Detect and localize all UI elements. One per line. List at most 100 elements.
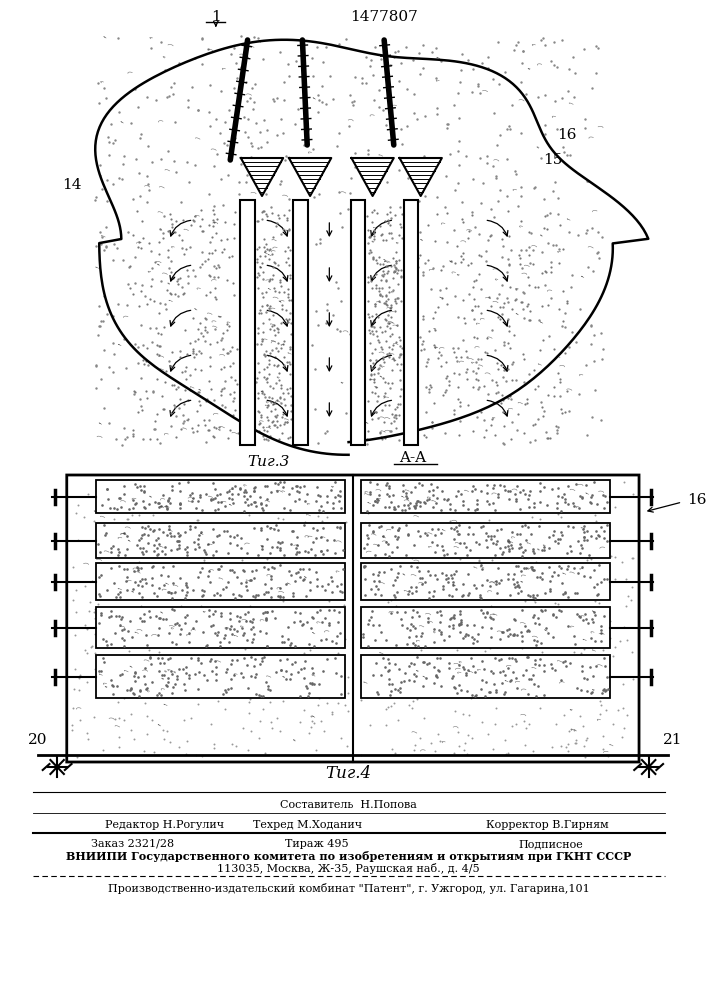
Point [330, 665, 341, 681]
Point [205, 716, 216, 732]
Point [262, 241, 273, 257]
Point [320, 501, 331, 517]
Point [284, 257, 295, 273]
Point [551, 121, 563, 137]
Point [520, 86, 532, 102]
Point [164, 285, 175, 301]
Point [250, 115, 262, 131]
Point [375, 287, 386, 303]
Point [370, 582, 381, 598]
Point [373, 537, 384, 553]
Point [462, 501, 474, 517]
Point [175, 483, 186, 499]
Point [188, 349, 199, 365]
Point [160, 363, 171, 379]
Point [388, 263, 399, 279]
Point [534, 651, 546, 667]
Point [415, 730, 426, 746]
Point [450, 519, 462, 535]
Point [272, 534, 284, 550]
Point [248, 494, 259, 510]
Point [378, 683, 390, 699]
Point [334, 493, 345, 509]
Point [192, 619, 204, 635]
Point [491, 522, 503, 538]
Point [548, 606, 559, 622]
Point [563, 339, 575, 355]
Point [300, 678, 312, 694]
Point [274, 535, 286, 551]
Point [106, 672, 117, 688]
Point [175, 270, 186, 286]
Point [273, 484, 284, 500]
Point [243, 742, 254, 758]
Point [243, 497, 254, 513]
Point [593, 557, 604, 573]
Text: Заказ 2321/28: Заказ 2321/28 [90, 839, 174, 849]
Point [209, 521, 220, 537]
Point [163, 518, 174, 534]
Point [294, 613, 305, 629]
Point [486, 577, 498, 593]
Point [149, 568, 160, 584]
Point [203, 41, 214, 57]
Point [423, 625, 435, 641]
Point [507, 627, 518, 643]
Point [177, 415, 189, 431]
Point [256, 285, 267, 301]
Point [332, 519, 343, 535]
Point [177, 286, 189, 302]
Point [262, 374, 273, 390]
Point [344, 87, 355, 103]
Point [397, 477, 409, 493]
Point [428, 499, 439, 515]
Point [215, 232, 226, 248]
Point [204, 563, 215, 579]
Point [260, 304, 271, 320]
Point [228, 407, 239, 423]
Point [391, 420, 402, 436]
Point [451, 685, 462, 701]
Point [271, 392, 283, 408]
Point [436, 262, 447, 278]
Point [264, 378, 275, 394]
Point [162, 674, 173, 690]
Point [485, 598, 496, 614]
Point [491, 395, 502, 411]
Point [533, 312, 544, 328]
Point [146, 334, 158, 350]
Point [334, 184, 345, 200]
Point [122, 582, 133, 598]
Point [266, 589, 277, 605]
Point [93, 663, 105, 679]
Point [369, 366, 380, 382]
Point [559, 319, 571, 335]
Point [252, 385, 264, 401]
Point [153, 650, 164, 666]
Point [402, 620, 413, 636]
Point [511, 680, 522, 696]
Point [214, 626, 226, 642]
Point [105, 671, 117, 687]
Point [196, 211, 207, 227]
Point [117, 628, 128, 644]
Point [375, 227, 386, 243]
Point [360, 557, 371, 573]
Point [168, 528, 180, 544]
Point [303, 725, 315, 741]
Point [107, 538, 119, 554]
Point [397, 502, 408, 518]
Point [69, 681, 80, 697]
Point [283, 311, 294, 327]
Point [138, 478, 149, 494]
Point [520, 720, 532, 736]
Point [462, 52, 474, 68]
Point [597, 642, 609, 658]
Point [259, 745, 270, 761]
Point [182, 546, 193, 562]
Point [298, 571, 310, 587]
Point [281, 354, 293, 370]
Point [392, 682, 404, 698]
Point [385, 687, 396, 703]
Point [382, 263, 394, 279]
